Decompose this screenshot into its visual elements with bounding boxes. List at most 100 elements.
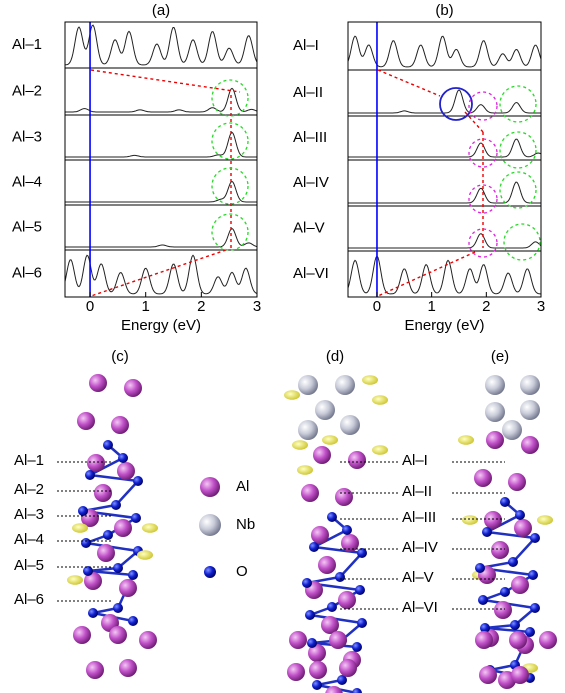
green-circle	[503, 223, 541, 261]
atom	[502, 420, 522, 440]
blue-circle	[439, 87, 473, 121]
panel-label: (a)	[152, 2, 170, 19]
x-tick-label: 1	[427, 298, 435, 315]
atom	[521, 436, 539, 454]
atom	[289, 631, 307, 649]
x-tick-label: 0	[373, 298, 381, 315]
atom	[133, 476, 143, 486]
atom	[87, 454, 105, 472]
plot-frame	[347, 21, 542, 298]
atom	[514, 519, 532, 537]
green-circle	[499, 171, 537, 209]
atom	[511, 576, 529, 594]
green-circle	[499, 85, 537, 123]
atom	[520, 375, 540, 395]
red-guide	[377, 251, 476, 297]
atom	[478, 595, 488, 605]
row-label: Al–III	[293, 129, 327, 146]
row-label: Al–5	[12, 218, 42, 235]
atom	[86, 661, 104, 679]
atom	[94, 484, 112, 502]
red-guide	[90, 69, 241, 93]
atom	[309, 661, 327, 679]
red-guide	[464, 111, 484, 133]
atom-label: Al–II	[402, 483, 432, 500]
x-tick-label: 1	[142, 298, 150, 315]
atom	[78, 506, 88, 516]
atom	[301, 484, 319, 502]
atom	[485, 375, 505, 395]
x-tick-label: 0	[86, 298, 94, 315]
isosurface	[537, 515, 553, 525]
bond	[486, 530, 536, 540]
red-guide	[377, 69, 441, 97]
atom	[84, 572, 102, 590]
row-label: Al–II	[293, 84, 323, 101]
atom	[342, 525, 352, 535]
atom	[530, 603, 540, 613]
bond	[484, 626, 531, 634]
atom	[486, 431, 504, 449]
atom	[480, 623, 490, 633]
atom	[109, 626, 127, 644]
atom	[287, 663, 305, 681]
atom	[97, 544, 115, 562]
dos-curve	[348, 35, 541, 68]
dos-curve	[348, 255, 541, 295]
atom	[312, 680, 322, 690]
atom	[494, 601, 512, 619]
isosurface	[372, 445, 388, 455]
atom	[103, 440, 113, 450]
atom	[119, 579, 137, 597]
row-label: Al–2	[12, 82, 42, 99]
isosurface	[67, 575, 83, 585]
row-label: Al–IV	[293, 174, 329, 191]
atom	[302, 578, 312, 588]
atom	[335, 488, 353, 506]
atom	[500, 497, 510, 507]
bond	[339, 552, 363, 578]
atom-label: Al–3	[14, 506, 44, 523]
legend-swatch	[199, 514, 221, 536]
atom	[124, 379, 142, 397]
green-circle	[211, 122, 249, 160]
atom	[73, 626, 91, 644]
atom	[509, 631, 527, 649]
dos-curve	[348, 89, 541, 114]
x-tick-label: 2	[197, 298, 205, 315]
bond	[313, 528, 348, 549]
atom	[520, 400, 540, 420]
atom	[357, 618, 367, 628]
legend-swatch	[200, 477, 220, 497]
atom-label: Al–1	[14, 452, 44, 469]
atom	[335, 572, 345, 582]
atom	[508, 557, 518, 567]
row-label: Al–4	[12, 173, 42, 190]
atom	[298, 375, 318, 395]
atom	[482, 527, 492, 537]
dos-curve	[65, 87, 257, 113]
isosurface	[362, 375, 378, 385]
atom	[298, 420, 318, 440]
atom	[321, 616, 339, 634]
atom	[325, 686, 343, 693]
atom-label: Al–I	[402, 452, 428, 469]
x-axis-label: Energy (eV)	[404, 317, 484, 334]
atom-label: Al–IV	[402, 539, 438, 556]
x-tick-label: 2	[482, 298, 490, 315]
x-tick-label: 3	[253, 298, 261, 315]
atom	[128, 616, 138, 626]
atom	[77, 412, 95, 430]
atom	[113, 603, 123, 613]
row-label: Al–3	[12, 128, 42, 145]
atom	[528, 570, 538, 580]
atom	[511, 666, 529, 684]
panel-label: (b)	[435, 2, 453, 19]
atom	[329, 631, 347, 649]
isosurface	[142, 523, 158, 533]
atom	[117, 462, 135, 480]
bond	[87, 569, 134, 577]
atom	[103, 530, 113, 540]
atom	[327, 602, 337, 612]
